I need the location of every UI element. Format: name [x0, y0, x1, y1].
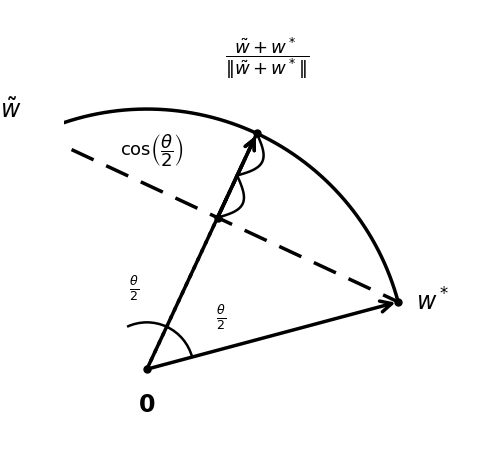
Text: $\frac{\theta}{2}$: $\frac{\theta}{2}$ [216, 303, 227, 332]
Text: $\frac{\theta}{2}$: $\frac{\theta}{2}$ [129, 274, 139, 303]
Text: $\tilde{w}$: $\tilde{w}$ [0, 98, 21, 123]
Text: $\mathbf{0}$: $\mathbf{0}$ [138, 393, 155, 417]
Text: $\cos\!\left(\dfrac{\theta}{2}\right)$: $\cos\!\left(\dfrac{\theta}{2}\right)$ [121, 132, 184, 169]
Text: $w^*$: $w^*$ [416, 288, 450, 316]
Text: $\dfrac{\tilde{w}+w^*}{\|\tilde{w}+w^*\|}$: $\dfrac{\tilde{w}+w^*}{\|\tilde{w}+w^*\|… [225, 36, 309, 82]
